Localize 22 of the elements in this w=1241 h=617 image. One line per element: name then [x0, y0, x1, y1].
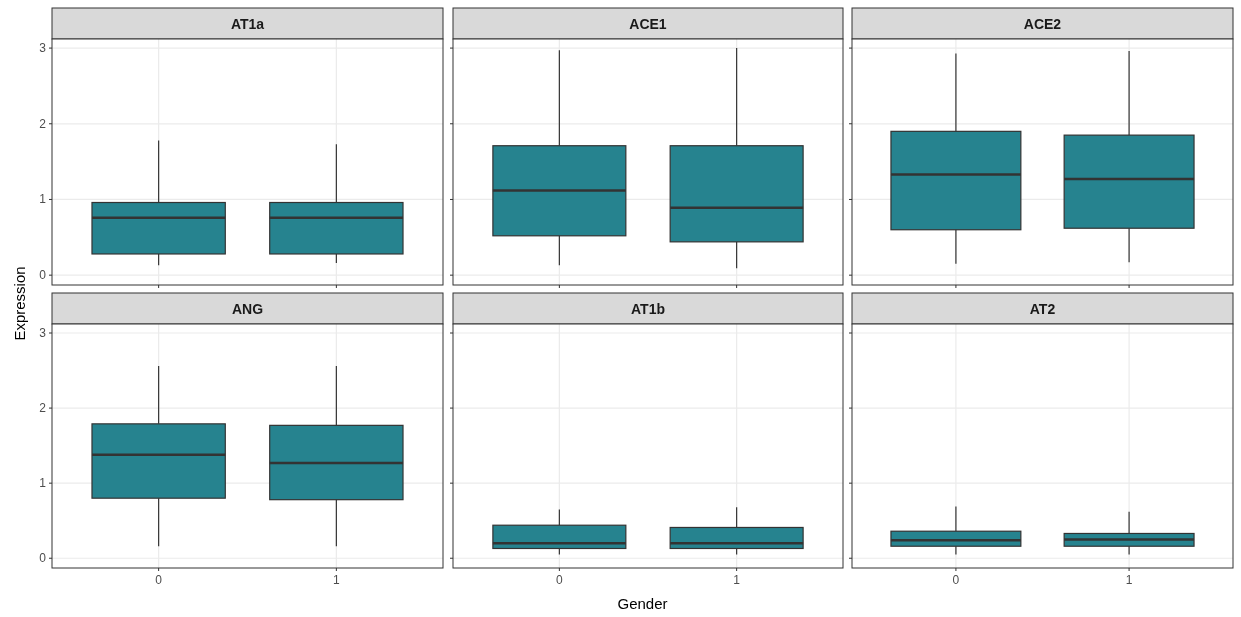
chart-title: AT1b: [631, 300, 665, 317]
chart-title: AT1a: [230, 15, 265, 32]
y-tick-label: 0: [39, 551, 47, 566]
y-tick-label: 3: [39, 326, 47, 341]
x-tick-label: 1: [733, 573, 741, 587]
chart-title: AT2: [1029, 300, 1056, 317]
y-tick-label: 2: [39, 401, 47, 416]
y-tick-label: 1: [39, 476, 47, 491]
y-tick-label: 0: [39, 268, 47, 283]
x-axis-title: Gender: [617, 595, 668, 612]
y-axis-title: Expression: [11, 266, 28, 341]
chart-title: ANG: [231, 300, 264, 317]
x-tick-label: 1: [1125, 573, 1133, 587]
y-tick-label: 1: [39, 192, 47, 207]
x-tick-label: 1: [333, 573, 341, 587]
chart-title: ACE1: [629, 15, 667, 32]
x-tick-label: 0: [952, 573, 960, 587]
y-tick-label: 3: [39, 41, 47, 56]
chart-title: ACE2: [1023, 15, 1062, 32]
x-tick-label: 0: [155, 573, 163, 587]
x-tick-label: 0: [556, 573, 564, 587]
y-tick-label: 2: [39, 116, 47, 131]
